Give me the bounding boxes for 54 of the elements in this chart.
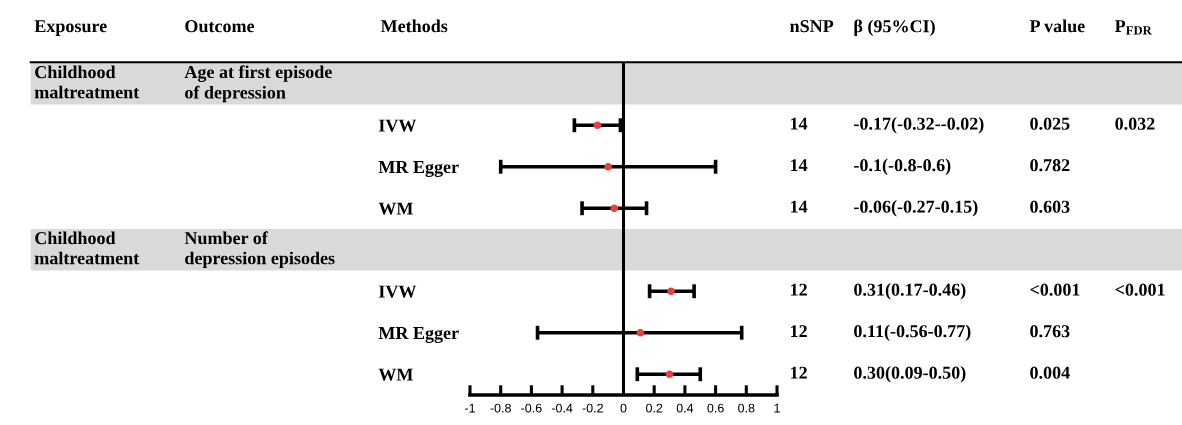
text: P value	[1029, 19, 1085, 33]
text: 12	[791, 283, 807, 296]
text: 14	[791, 200, 808, 213]
text: β (95%CI)	[854, 19, 935, 36]
text: 0.004	[1030, 366, 1070, 379]
text: nSNP	[790, 20, 834, 33]
text: -0.1(-0.8-0.6)	[854, 158, 951, 175]
text: 0.763	[1030, 325, 1070, 338]
text: 0.11(-0.56-0.77)	[854, 324, 971, 341]
text: <0.001	[1115, 283, 1165, 296]
point	[610, 204, 619, 213]
text: Outcome	[185, 20, 255, 33]
text: P$_{FDR}$	[1114, 20, 1152, 35]
text: Childhood maltreatment	[34, 65, 140, 99]
text: Age at first episode of depression	[184, 65, 332, 103]
point	[665, 370, 674, 379]
text: Exposure	[34, 20, 107, 36]
y-tick-label: MR Egger	[378, 327, 459, 343]
x-tick-label: 0.6	[707, 403, 724, 413]
x-tick-label: 0	[620, 403, 627, 413]
text: Methods	[380, 19, 448, 33]
x-tick-label: 0.2	[646, 403, 663, 413]
text: 0.032	[1115, 117, 1155, 130]
x-tick-label: 0.8	[738, 403, 755, 413]
text: 14	[791, 159, 808, 172]
text: -0.17(-0.32--0.02)	[854, 117, 984, 134]
text: 0.30(0.09-0.50)	[854, 366, 966, 383]
x-tick-label: -0.6	[521, 403, 542, 413]
x-tick-label: 1	[774, 403, 780, 413]
y-tick-label: IVW	[378, 119, 417, 132]
y-tick-label: MR Egger	[378, 161, 459, 177]
y-tick-label: WM	[378, 202, 413, 215]
text: 0.782	[1030, 159, 1070, 172]
x-tick-label: -0.8	[490, 403, 511, 413]
text: -0.06(-0.27-0.15)	[854, 200, 978, 217]
text: 0.603	[1030, 200, 1070, 213]
text: 12	[791, 325, 807, 338]
point	[636, 328, 645, 337]
x-tick-label: -0.4	[551, 403, 573, 413]
y-tick-label: WM	[378, 368, 413, 381]
x-tick-label: 0.4	[676, 403, 694, 413]
text: 14	[791, 117, 808, 130]
point	[667, 287, 675, 296]
y-tick-label: IVW	[378, 285, 417, 298]
x-tick-label: -1	[465, 403, 475, 413]
point	[593, 121, 602, 130]
text: 0.31(0.17-0.46)	[854, 283, 966, 300]
text: 0.025	[1030, 117, 1070, 130]
text: 12	[791, 366, 807, 379]
text: Childhood maltreatment	[34, 231, 140, 265]
x-tick-label: -0.2	[582, 403, 603, 413]
text: <0.001	[1030, 283, 1080, 296]
text: Number of depression episodes	[184, 231, 335, 268]
point	[604, 162, 612, 171]
